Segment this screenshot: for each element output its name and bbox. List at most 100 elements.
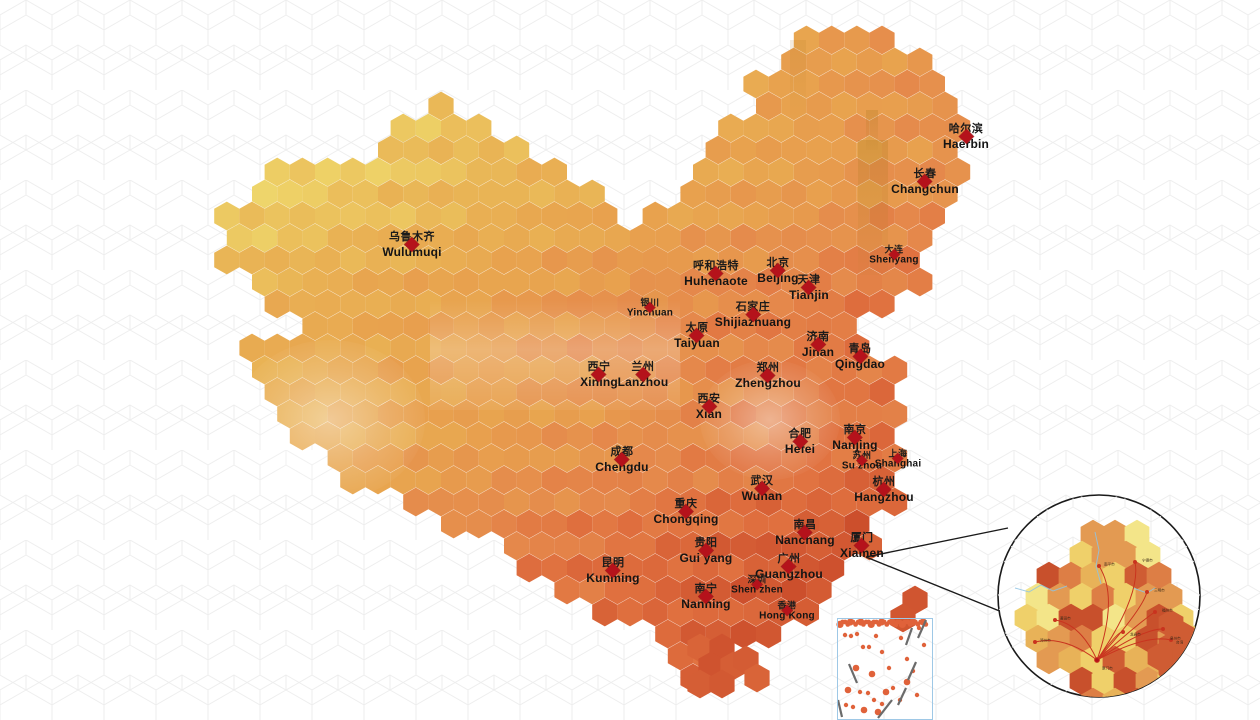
city-marker-qingdao[interactable]: 青岛 Qingdao bbox=[835, 343, 885, 371]
hex-tile bbox=[327, 267, 353, 297]
city-marker-huhehaote[interactable]: 呼和浩特 Huhehaote bbox=[684, 260, 748, 288]
city-label-cn: 南宁 bbox=[681, 583, 730, 595]
city-marker-nanning[interactable]: 南宁 Nanning bbox=[681, 583, 730, 611]
hex-tile bbox=[919, 201, 945, 231]
city-marker-wuhan[interactable]: 武汉 Wuhan bbox=[742, 475, 783, 503]
inset-river bbox=[1094, 531, 1102, 585]
hex-tile bbox=[693, 597, 719, 627]
hex-tile bbox=[529, 443, 555, 473]
city-marker-xiamen[interactable]: 厦门 Xiamen bbox=[840, 532, 884, 560]
city-label-cn: 昆明 bbox=[586, 557, 639, 569]
city-marker-xian[interactable]: 西安 Xian bbox=[696, 393, 722, 421]
city-marker-zhengzhou[interactable]: 郑州 Zhengzhou bbox=[735, 362, 801, 390]
city-marker-changchun[interactable]: 长春 Changchun bbox=[891, 168, 959, 196]
city-marker-tianjin[interactable]: 天津 Tianjin bbox=[789, 274, 829, 302]
hex-tile bbox=[642, 245, 668, 275]
inset-hex-tile bbox=[1036, 561, 1062, 591]
hex-tile bbox=[289, 245, 315, 275]
hex-tile bbox=[743, 333, 769, 363]
inset-city-label: 福州市 bbox=[1162, 607, 1173, 612]
hex-tile bbox=[781, 179, 807, 209]
city-marker-lanzhou[interactable]: 兰州 Lanzhou bbox=[618, 361, 669, 389]
hex-tile bbox=[844, 465, 870, 495]
inset-node bbox=[1161, 627, 1165, 631]
hex-tile bbox=[907, 135, 933, 165]
hex-tile bbox=[693, 157, 719, 187]
city-label-pinyin: Su zhou bbox=[841, 460, 883, 472]
inset-hex-tile bbox=[1058, 645, 1084, 675]
hex-tile bbox=[554, 531, 580, 561]
hex-tile bbox=[882, 47, 908, 77]
hex-tile bbox=[365, 157, 391, 187]
city-marker-shanghai[interactable]: 上海Shanghai bbox=[875, 449, 922, 470]
city-marker-hefei[interactable]: 合肥 Hefei bbox=[785, 428, 815, 456]
hex-tile bbox=[844, 25, 870, 55]
hex-tile bbox=[894, 157, 920, 187]
city-marker-shijiazhuang[interactable]: 石家庄 Shijiazhuang bbox=[715, 301, 791, 329]
hex-tile bbox=[466, 245, 492, 275]
city-label-cn: 南京 bbox=[832, 424, 877, 436]
city-marker-hong-kong[interactable]: 香港Hong Kong bbox=[759, 601, 815, 622]
hex-tile bbox=[529, 531, 555, 561]
city-marker-kunming[interactable]: 昆明 Kunming bbox=[586, 557, 639, 585]
hex-tile bbox=[252, 267, 278, 297]
city-marker-nanchang[interactable]: 南昌 Nanchang bbox=[775, 519, 835, 547]
hex-tile bbox=[642, 597, 668, 627]
city-marker-taiyuan[interactable]: 太原 Taiyuan bbox=[674, 322, 720, 350]
city-marker-guangzhou[interactable]: 广州 Guangzhou bbox=[755, 553, 823, 581]
hex-tile bbox=[806, 531, 832, 561]
city-marker-hangzhou[interactable]: 杭州 Hangzhou bbox=[854, 476, 914, 504]
hex-tile bbox=[567, 421, 593, 451]
hex-tile bbox=[302, 179, 328, 209]
city-marker-nanjing[interactable]: 南京 Nanjing bbox=[832, 424, 877, 452]
city-marker-xining[interactable]: 西宁 Xining bbox=[580, 361, 618, 389]
hex-tile bbox=[567, 553, 593, 583]
city-marker-shenyang[interactable]: 大连Shenyang bbox=[869, 245, 918, 266]
city-marker-shen-zhen[interactable]: 深圳Shen zhen bbox=[731, 575, 783, 596]
city-label-pinyin: Kunming bbox=[586, 571, 640, 585]
hex-tile bbox=[907, 91, 933, 121]
hex-tile bbox=[415, 201, 441, 231]
hex-tile bbox=[390, 289, 416, 319]
hex-tile bbox=[315, 201, 341, 231]
hex-tile bbox=[806, 487, 832, 517]
hex-tile bbox=[718, 597, 744, 627]
city-label-pinyin: Qingdao bbox=[835, 358, 885, 371]
city-label-cn: 成都 bbox=[595, 446, 648, 458]
hex-tile bbox=[756, 135, 782, 165]
city-marker-chongqing[interactable]: 重庆 Chongqing bbox=[653, 498, 718, 526]
hex-tile bbox=[365, 201, 391, 231]
city-label-cn: 武汉 bbox=[742, 475, 783, 487]
hex-tile bbox=[718, 509, 744, 539]
hex-tile bbox=[491, 157, 517, 187]
city-marker-beijing[interactable]: 北京 Beijing bbox=[757, 257, 798, 285]
city-label-pinyin: Beijing bbox=[757, 271, 799, 285]
city-marker-jinan[interactable]: 济南 Jinan bbox=[802, 331, 834, 359]
city-marker-su-zhou[interactable]: 苏州Su zhou bbox=[842, 451, 882, 472]
hex-tile bbox=[680, 223, 706, 253]
city-marker-wulumuqi[interactable]: 乌鲁木齐 Wulumuqi bbox=[382, 231, 441, 259]
inset-city-label: 漳州市 bbox=[1040, 637, 1051, 642]
hex-tile bbox=[378, 267, 404, 297]
city-marker-haerbin[interactable]: 哈尔滨 Haerbin bbox=[943, 123, 989, 151]
inset-hex-tile bbox=[1169, 620, 1195, 650]
inset-hex-tile bbox=[1124, 603, 1150, 633]
hex-tile bbox=[680, 179, 706, 209]
hex-tile bbox=[894, 113, 920, 143]
hex-tile bbox=[504, 179, 530, 209]
city-marker-yinchuan[interactable]: 银川Yinchuan bbox=[627, 298, 673, 319]
city-marker-chengdu[interactable]: 成都 Chengdu bbox=[595, 446, 648, 474]
hex-tile bbox=[844, 377, 870, 407]
hex-tile bbox=[466, 509, 492, 539]
city-label-cn: 杭州 bbox=[854, 476, 914, 488]
city-label-pinyin: Gui yang bbox=[679, 551, 733, 565]
hex-tile bbox=[768, 201, 794, 231]
hex-tile bbox=[403, 267, 429, 297]
city-label-cn: 哈尔滨 bbox=[943, 123, 989, 135]
hex-tile bbox=[604, 487, 630, 517]
hex-tile bbox=[756, 575, 782, 605]
hex-tile bbox=[882, 135, 908, 165]
city-marker-gui-yang[interactable]: 贵阳 Gui yang bbox=[680, 537, 733, 565]
inset-flow-arc bbox=[1096, 565, 1109, 661]
